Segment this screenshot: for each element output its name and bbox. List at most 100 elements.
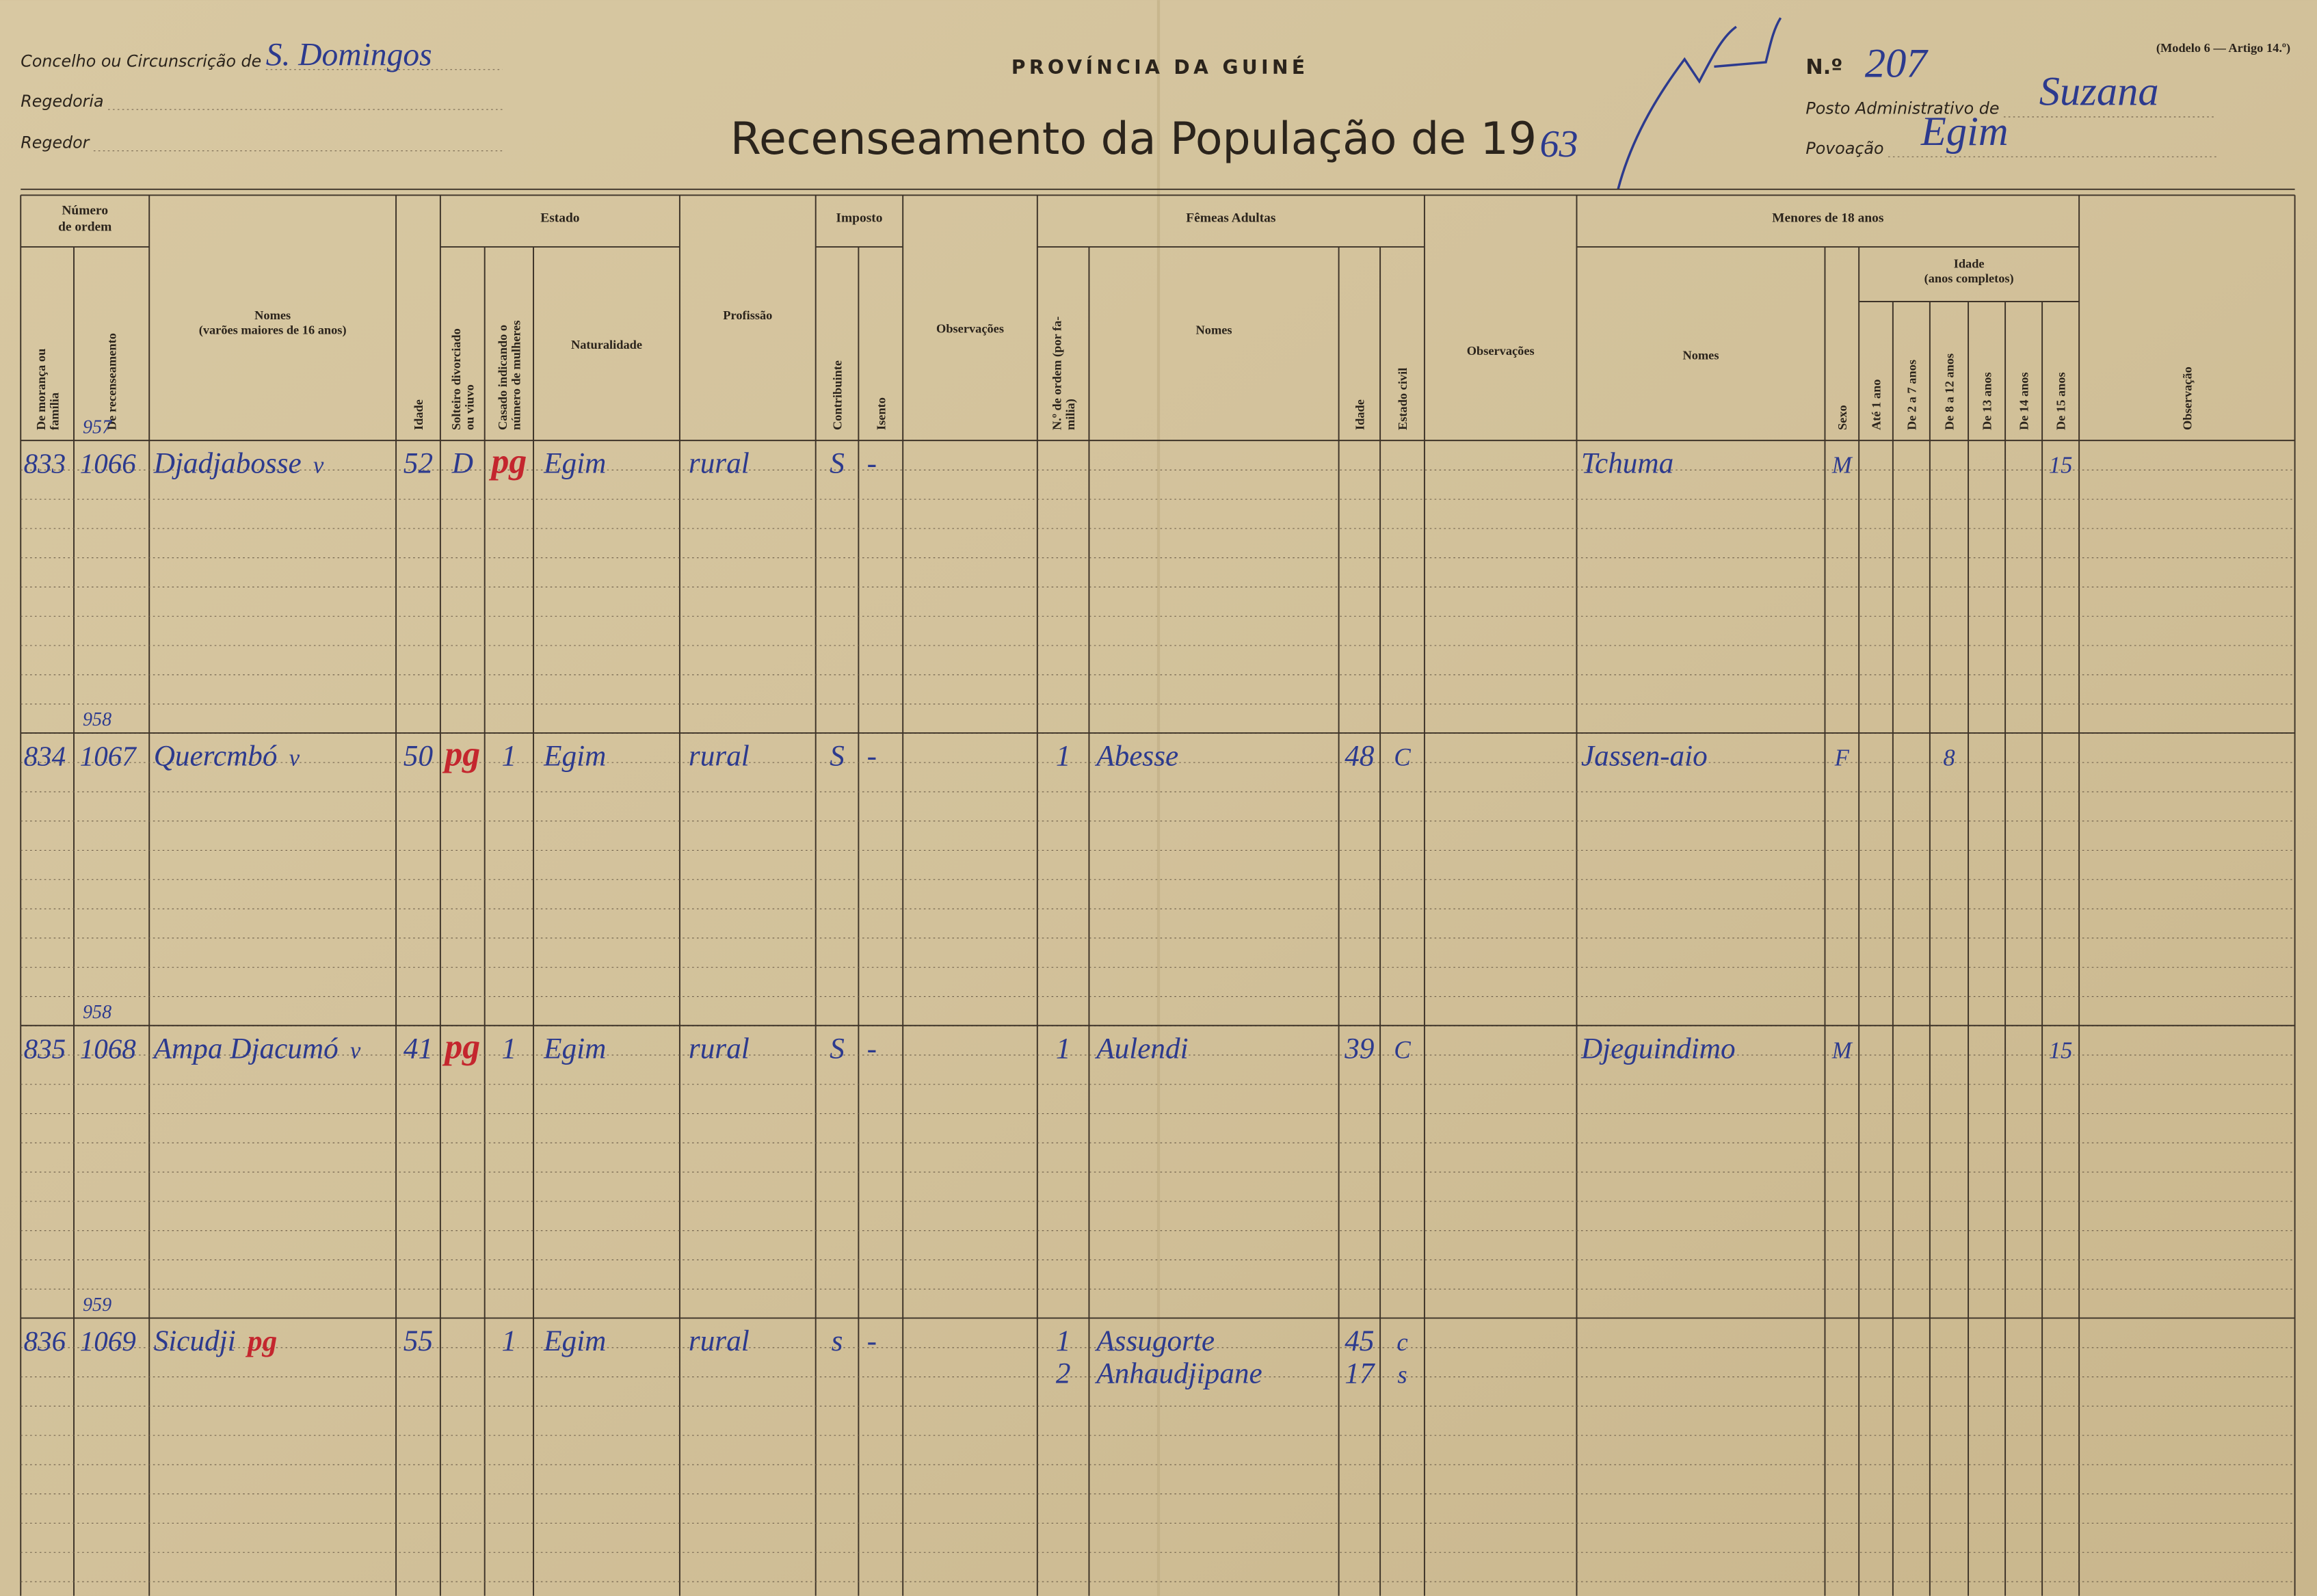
household-number: 835: [24, 1033, 66, 1064]
exempt: -: [867, 739, 877, 772]
model: (Modelo 6 — Artigo 14.º): [2156, 41, 2290, 55]
column-label: De 14 anos: [2017, 372, 2031, 430]
taxpayer: S: [830, 1032, 845, 1065]
check-mark: v: [313, 453, 324, 479]
column-label: Idade: [412, 399, 425, 430]
marital-single: pg: [442, 734, 480, 773]
household-number: 834: [24, 740, 66, 771]
origin: Egim: [543, 739, 606, 772]
minor-sex: F: [1834, 745, 1850, 771]
title: Recenseamento da População de 19: [730, 114, 1537, 165]
woman-order: 2: [1056, 1357, 1071, 1390]
name: Quercmbó: [154, 739, 278, 772]
column-label: Observação: [2180, 367, 2194, 430]
column-label: Contribuinte: [831, 360, 845, 430]
field-value: Suzana: [2039, 69, 2159, 115]
woman-civil-status: C: [1394, 1035, 1411, 1063]
column-label: milia): [1063, 399, 1078, 430]
census-number: 1069: [80, 1325, 136, 1357]
column-label: Estado civil: [1396, 368, 1409, 430]
name: Sicudji: [154, 1325, 236, 1357]
woman-order: 1: [1056, 739, 1071, 772]
annotation: 958: [83, 1002, 111, 1023]
column-label: De 15 anos: [2054, 372, 2068, 430]
woman-age: 48: [1345, 739, 1375, 772]
census-number: 1067: [80, 740, 137, 771]
minor-sex: M: [1831, 453, 1853, 479]
marital-married: pg: [488, 442, 527, 481]
annotation: 959: [83, 1294, 111, 1316]
minor-name: Jassen-aio: [1581, 739, 1708, 772]
number: 207: [1865, 41, 1929, 87]
exempt: -: [867, 1325, 877, 1357]
group-label: Imposto: [836, 211, 882, 225]
column-label: Naturalidade: [571, 338, 642, 351]
column-label: família: [47, 393, 61, 430]
field-label: Povoação: [1805, 139, 1883, 158]
woman-civil-status: C: [1394, 743, 1411, 771]
origin: Egim: [543, 1032, 606, 1065]
column-label: De 8 a 12 anos: [1942, 354, 1956, 430]
field-label: Regedoria: [21, 92, 103, 111]
field-value: S. Domingos: [266, 37, 432, 72]
subgroup-label: (anos completos): [1924, 271, 2014, 286]
household-number: 833: [24, 448, 66, 479]
annotation: 958: [83, 709, 111, 730]
column-label: (varões maiores de 16 anos): [199, 323, 347, 338]
census-number: 1068: [80, 1033, 137, 1064]
group-label: Fêmeas Adultas: [1186, 211, 1276, 225]
name: Djadjabosse: [153, 447, 302, 480]
woman-civil-status: c: [1396, 1328, 1407, 1356]
age: 50: [403, 739, 434, 772]
column-label: De morança ou: [34, 349, 48, 430]
column-label: ou viuvo: [463, 384, 477, 430]
column-label: Nomes: [254, 308, 291, 322]
profession: rural: [689, 739, 750, 772]
content: Concelho ou Circunscrição de S. Domingos R…: [20, 37, 2296, 1596]
woman-name: Assugorte: [1094, 1325, 1215, 1357]
column-label: Casado indicando o: [496, 325, 509, 430]
minor-sex: M: [1831, 1037, 1853, 1063]
age: 55: [403, 1325, 433, 1357]
origin: Egim: [543, 447, 606, 480]
marital-single: D: [451, 447, 473, 480]
column-label: Até 1 ano: [1870, 380, 1883, 430]
column-label: N.º de ordem (por fa-: [1050, 317, 1064, 430]
column-label: Nomes: [1682, 348, 1719, 362]
woman-order: 1: [1056, 1325, 1071, 1357]
group-label: de ordem: [58, 220, 111, 234]
woman-name: Aulendi: [1094, 1032, 1188, 1065]
taxpayer: S: [830, 447, 845, 480]
exempt: -: [867, 1032, 877, 1065]
woman-age: 45: [1345, 1325, 1374, 1357]
age: 52: [403, 447, 433, 480]
taxpayer: S: [830, 739, 845, 772]
minor-age: 15: [2049, 1037, 2073, 1063]
group-label: Número: [62, 204, 108, 218]
column-label: Profissão: [723, 308, 772, 322]
woman-name: Anhaudjipane: [1094, 1357, 1262, 1390]
column-label: Isento: [874, 397, 888, 430]
annotation: 957: [83, 416, 112, 438]
minor-age: 8: [1943, 745, 1955, 771]
column-label: Solteiro divorciado: [449, 328, 463, 430]
column-label: Observações: [1467, 344, 1535, 358]
signature: [1617, 17, 1782, 190]
column-label: Sexo: [1836, 405, 1849, 430]
household-number: 836: [24, 1325, 66, 1357]
woman-name: Abesse: [1094, 739, 1178, 772]
age: 41: [403, 1032, 433, 1065]
minor-name: Djeguindimo: [1580, 1032, 1736, 1065]
field-label: Concelho ou Circunscrição de: [21, 51, 261, 70]
province: PROVÍNCIA DA GUINÉ: [1011, 55, 1309, 79]
field-label: Regedor: [21, 133, 90, 152]
origin: Egim: [543, 1325, 606, 1357]
profession: rural: [689, 1032, 750, 1065]
woman-age: 39: [1344, 1032, 1374, 1065]
group-label: Estado: [540, 211, 579, 225]
census-number: 1066: [80, 448, 137, 479]
minor-name: Tchuma: [1581, 447, 1673, 480]
exempt: -: [867, 447, 877, 480]
year: 63: [1539, 123, 1578, 165]
